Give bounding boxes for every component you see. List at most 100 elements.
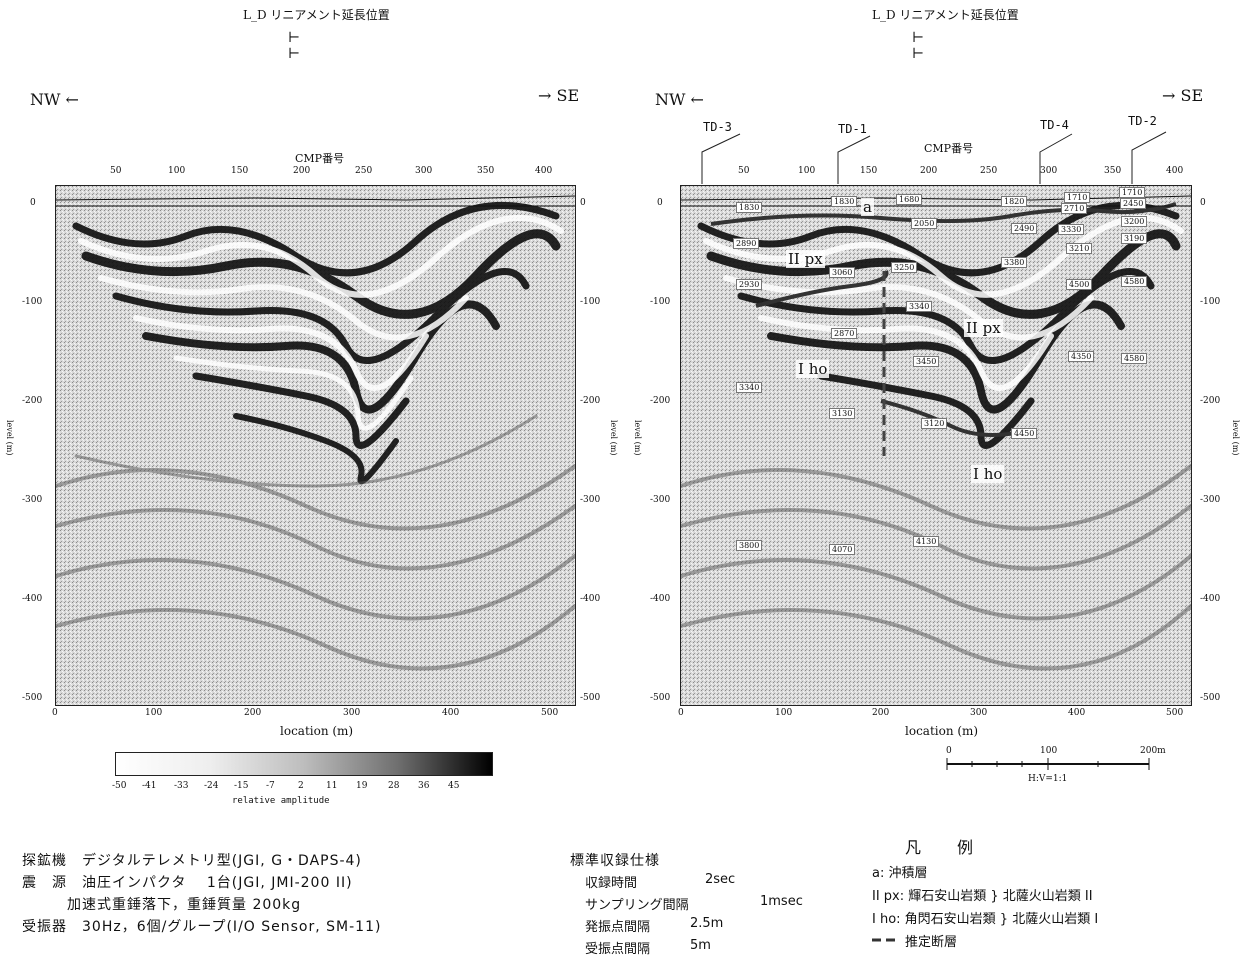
left-lineament-title: L_D リニアメント延長位置: [243, 8, 390, 22]
y-tick: -200: [650, 396, 671, 406]
scale-ratio: H:V=1:1: [1028, 774, 1068, 784]
cmp-tick: 350: [1104, 166, 1122, 176]
velocity-label: 2890: [733, 238, 760, 249]
colorbar-tick: 2: [298, 781, 304, 791]
legend-item: 推定断層: [905, 935, 958, 950]
legend-title: 凡 例: [905, 838, 984, 857]
cmp-tick: 100: [798, 166, 816, 176]
cmp-tick: 400: [1166, 166, 1184, 176]
left-se-label: → SE: [538, 86, 580, 105]
colorbar-tick: -15: [234, 781, 249, 791]
velocity-label: 3800: [736, 540, 763, 551]
right-y-label-left: level (m): [633, 420, 642, 456]
unit-label: a: [861, 198, 874, 216]
legend-item: a: 沖積層: [872, 866, 928, 881]
velocity-label: 3450: [913, 356, 940, 367]
x-tick: 0: [52, 708, 58, 718]
legend-item: II px: 輝石安山岩類 } 北薩火山岩類 II: [872, 889, 1093, 904]
velocity-label: 4580: [1121, 353, 1148, 364]
x-tick: 400: [1068, 708, 1086, 718]
spec-line: 探鉱機 デジタルテレメトリ型(JGI, G・DAPS-4): [22, 853, 362, 869]
velocity-label: 3190: [1121, 233, 1148, 244]
left-y-label-right: level (m): [609, 420, 618, 456]
cmp-tick: 50: [110, 166, 122, 176]
left-cmp-title: CMP番号: [295, 152, 345, 165]
left-seismic-panel: [55, 185, 576, 706]
y-tick-right: -100: [580, 297, 601, 307]
x-tick: 100: [775, 708, 793, 718]
colorbar-label: relative amplitude: [232, 796, 330, 806]
velocity-label: 1830: [831, 196, 858, 207]
velocity-label: 2050: [911, 218, 938, 229]
y-tick: -500: [22, 693, 43, 703]
x-tick: 300: [343, 708, 361, 718]
colorbar-tick: 28: [388, 781, 400, 791]
y-tick: -500: [650, 693, 671, 703]
y-tick: -100: [650, 297, 671, 307]
velocity-label: 3120: [921, 418, 948, 429]
y-tick: -100: [22, 297, 43, 307]
cmp-tick: 300: [415, 166, 433, 176]
velocity-label: 1710: [1119, 187, 1146, 198]
scale-tick: 200m: [1140, 746, 1166, 756]
cmp-tick: 100: [168, 166, 186, 176]
unit-label: I ho: [796, 360, 830, 378]
cmp-tick: 350: [477, 166, 495, 176]
velocity-label: 3340: [736, 382, 763, 393]
td-label: TD-2: [1128, 114, 1157, 128]
recording-spec-value: 2sec: [705, 872, 736, 887]
recording-spec-label: サンプリング間隔: [585, 898, 689, 913]
left-seismic-image: [56, 186, 575, 705]
recording-spec-title: 標準収録仕様: [570, 853, 660, 869]
colorbar-tick: -33: [174, 781, 189, 791]
scale-tick: 100: [1040, 746, 1058, 756]
horizon-a-base: [710, 202, 1177, 226]
x-tick: 200: [872, 708, 890, 718]
td-label: TD-1: [838, 122, 867, 136]
right-cmp-title: CMP番号: [924, 142, 974, 155]
velocity-label: 4130: [913, 536, 940, 547]
cmp-tick: 200: [293, 166, 311, 176]
velocity-label: 1710: [1064, 192, 1091, 203]
recording-spec-value: 1msec: [760, 894, 803, 909]
y-tick-right: -500: [580, 693, 601, 703]
recording-spec-label: 受振点間隔: [585, 942, 651, 957]
y-tick: -400: [650, 594, 671, 604]
velocity-label: 3200: [1121, 216, 1148, 227]
right-seismic-panel: a II px II px I ho I ho 1830 1680 1820 1…: [680, 185, 1192, 706]
cmp-tick: 50: [738, 166, 750, 176]
x-tick: 500: [541, 708, 559, 718]
x-tick: 300: [970, 708, 988, 718]
x-tick: 100: [145, 708, 163, 718]
recording-spec-label: 発振点間隔: [585, 920, 651, 935]
velocity-label: 2450: [1120, 198, 1147, 209]
y-tick-right: -300: [580, 495, 601, 505]
scale-tick: 0: [946, 746, 952, 756]
y-tick: -300: [22, 495, 43, 505]
right-se-label: → SE: [1162, 86, 1204, 105]
spec-line: 受振器 30Hz，6個/グループ(I/O Sensor, SM-11): [22, 919, 382, 935]
colorbar-ticks: -50 -41 -33 -24 -15 -7 2 11 19 28 36 45: [112, 781, 492, 793]
y-tick-right: -100: [1200, 297, 1221, 307]
colorbar-tick: 19: [356, 781, 368, 791]
cmp-tick: 200: [920, 166, 938, 176]
velocity-label: 4580: [1121, 276, 1148, 287]
velocity-label: 1680: [896, 194, 923, 205]
velocity-label: 4350: [1068, 351, 1095, 362]
td-label: TD-3: [703, 120, 732, 134]
cmp-tick: 250: [980, 166, 998, 176]
velocity-label: 4450: [1011, 428, 1038, 439]
right-lineament-title: L_D リニアメント延長位置: [872, 8, 1019, 22]
y-tick-right: -300: [1200, 495, 1221, 505]
velocity-label: 3210: [1066, 243, 1093, 254]
unit-label: II px: [786, 250, 825, 268]
y-tick-right: 0: [580, 198, 586, 208]
left-lineament-marker: ⊢ ⊢: [288, 30, 301, 62]
right-lineament-marker: ⊢ ⊢: [912, 30, 925, 62]
horizon-iipx-base-right: [880, 399, 1027, 437]
x-tick: 0: [678, 708, 684, 718]
y-tick: 0: [657, 198, 663, 208]
y-tick-right: 0: [1200, 198, 1206, 208]
velocity-label: 1830: [736, 202, 763, 213]
velocity-label: 3340: [906, 301, 933, 312]
